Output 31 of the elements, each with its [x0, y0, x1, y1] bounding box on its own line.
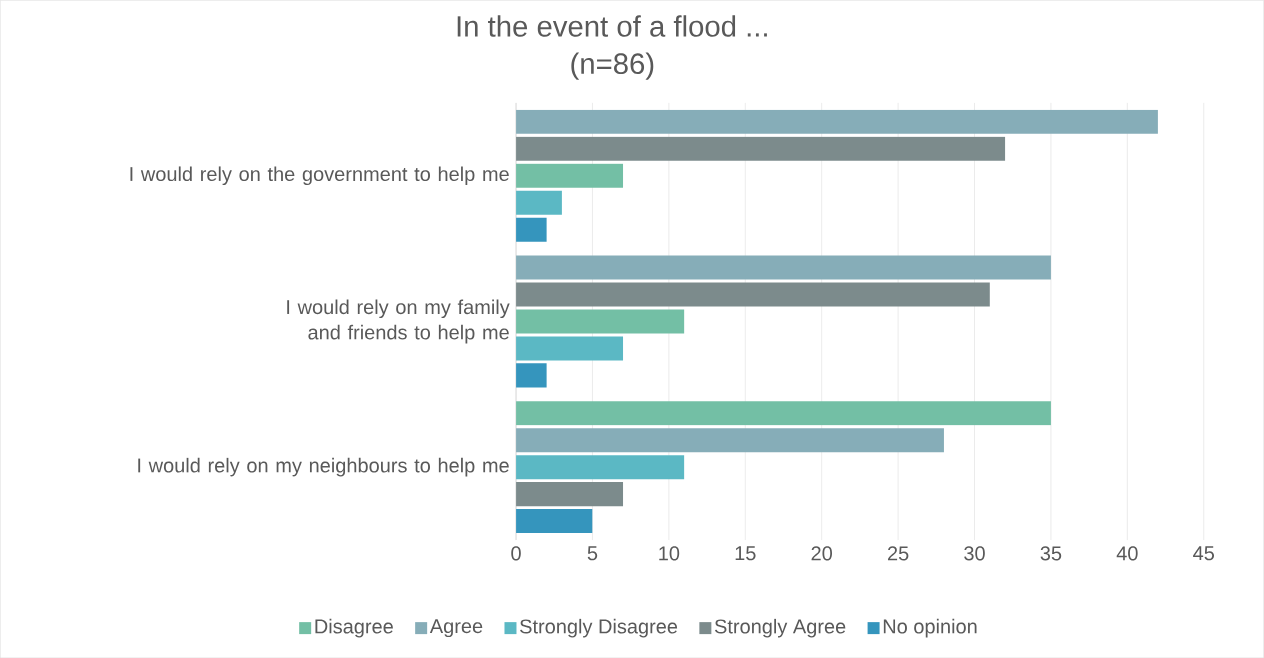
x-tick-label: 0 [511, 546, 521, 561]
bar [516, 309, 685, 334]
y-tick-label: I would rely on the government to help me [130, 166, 509, 185]
chart-subtitle: (n=86) [571, 52, 654, 80]
bar [516, 190, 562, 215]
bar [516, 508, 593, 533]
bar [516, 282, 990, 307]
legend-label: Agree [429, 619, 483, 638]
x-tick-label: 40 [1116, 546, 1138, 561]
x-tick-label: 25 [887, 546, 909, 561]
x-tick-label: 20 [811, 546, 833, 561]
x-tick-label: 30 [964, 546, 985, 561]
legend-label: No opinion [883, 618, 977, 638]
bar [516, 363, 547, 388]
legend-label: Strongly Agree [714, 618, 846, 638]
x-tick-label: 5 [587, 546, 598, 561]
legend-label: Strongly Disagree [520, 618, 678, 638]
bar [516, 109, 1158, 134]
y-tick-label: I would rely on my neighbours to help me [138, 457, 509, 477]
x-tick-label: 35 [1040, 546, 1062, 561]
x-tick-label: 45 [1193, 546, 1215, 561]
x-tick-label: 10 [659, 546, 680, 561]
bar [516, 255, 1051, 280]
bar [516, 217, 547, 242]
bar [516, 336, 624, 361]
chart-title: In the event of a flood ... [457, 15, 767, 37]
x-tick-label: 15 [735, 546, 756, 561]
y-tick-label: I would rely on my family and friends to help me [287, 299, 510, 344]
bar [516, 163, 624, 188]
legend-label: Disagree [315, 618, 393, 638]
bar [516, 136, 1006, 161]
